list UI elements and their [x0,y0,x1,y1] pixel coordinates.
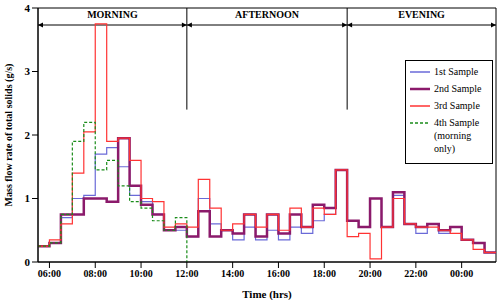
svg-text:EVENING: EVENING [398,9,445,20]
svg-text:1: 1 [25,192,31,204]
html-text:3rd Sample: 3rd Sample [434,100,480,111]
svg-text:MORNING: MORNING [87,9,138,20]
svg-text:4: 4 [25,2,31,14]
svg-text:10:00: 10:00 [129,268,152,279]
svg-text:0: 0 [25,256,31,268]
svg-text:2: 2 [25,129,31,141]
svg-text:3: 3 [25,65,31,77]
html-text:4th Sample (morning only): 4th Sample (morning only) [434,117,480,154]
svg-text:18:00: 18:00 [313,268,336,279]
svg-text:00:00: 00:00 [450,268,473,279]
svg-text:AFTERNOON: AFTERNOON [235,9,300,20]
svg-text:Mass flow rate of total solids: Mass flow rate of total solids (g/s) [8,64,15,207]
html-text:1st Sample: 1st Sample [434,66,479,77]
svg-text:12:00: 12:00 [175,268,198,279]
svg-text:06:00: 06:00 [38,268,61,279]
svg-text:08:00: 08:00 [84,268,107,279]
svg-text:22:00: 22:00 [404,268,427,279]
svg-text:20:00: 20:00 [358,268,381,279]
html-text:2nd Sample: 2nd Sample [434,83,482,94]
svg-text:16:00: 16:00 [267,268,290,279]
svg-text:Time (hrs): Time (hrs) [242,288,292,300]
svg-text:14:00: 14:00 [221,268,244,279]
